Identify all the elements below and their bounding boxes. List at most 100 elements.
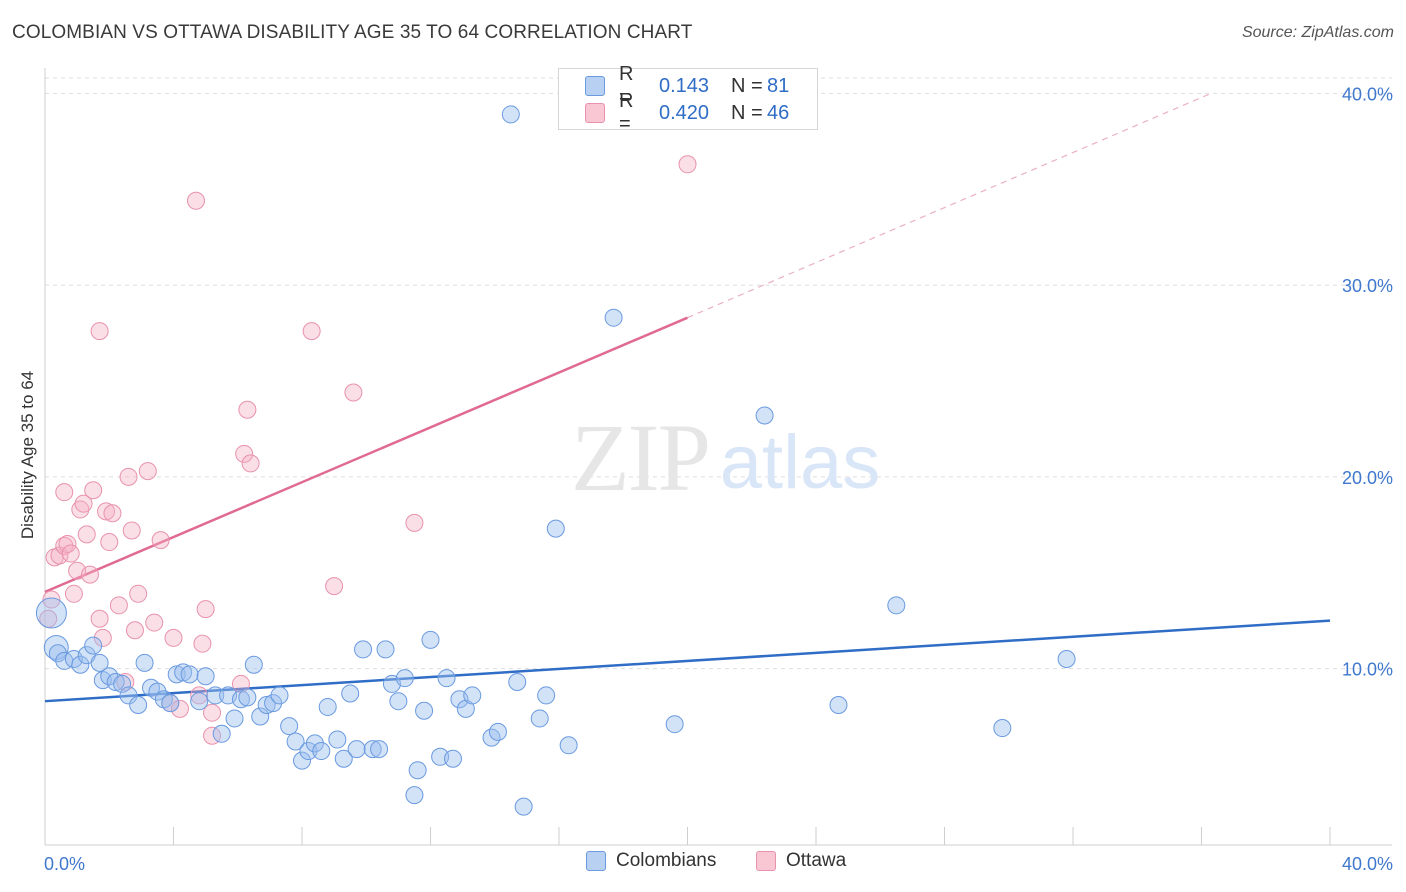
colombians-point <box>1057 650 1076 669</box>
colombians-point <box>196 667 215 686</box>
colombians-point <box>993 719 1012 738</box>
legend-item-colombians[interactable]: Colombians <box>586 850 716 872</box>
ottawa-point <box>55 536 74 555</box>
legend-row-colombians: R = 0.143 N = 81 <box>585 63 789 108</box>
data-points <box>35 105 1076 816</box>
colombians-point <box>106 673 125 692</box>
ottawa-point <box>125 621 144 640</box>
colombians-point <box>829 696 848 715</box>
tick-labels: 10.0% 20.0% 30.0% 40.0% 0.0% 40.0% <box>44 84 1393 874</box>
colombians-point <box>408 761 427 780</box>
colombians-point <box>604 308 623 327</box>
ottawa-point <box>186 191 205 210</box>
colombians-point <box>501 105 520 124</box>
colombians-point <box>286 732 305 751</box>
legend-swatch-blue <box>585 76 605 96</box>
r-label: R = <box>619 63 634 108</box>
ottawa-point <box>241 454 260 473</box>
colombians-point <box>161 694 180 713</box>
colombians-point <box>305 734 324 753</box>
colombians-point <box>84 636 103 655</box>
ottawa-point <box>42 590 61 609</box>
colombians-point <box>180 665 199 684</box>
colombians-point <box>129 696 148 715</box>
legend-swatch-pink <box>756 851 776 871</box>
colombians-point <box>35 597 67 629</box>
colombians-point <box>174 663 193 682</box>
ottawa-point <box>119 467 138 486</box>
ottawa-point <box>129 584 148 603</box>
ottawa-point <box>344 383 363 402</box>
ottawa-point <box>97 502 116 521</box>
n-label: N = <box>731 74 763 97</box>
ottawa-trend-line <box>44 316 688 594</box>
ottawa-point <box>238 400 257 419</box>
colombians-point <box>463 686 482 705</box>
colombians-point <box>415 701 434 720</box>
colombians-point <box>90 653 109 672</box>
stats-legend: R = 0.143 N = 81 R = 0.420 N = 46 <box>558 63 818 135</box>
ottawa-point <box>122 521 141 540</box>
colombians-point <box>421 630 440 649</box>
colombians-point <box>318 697 337 716</box>
ottawa-point <box>100 533 119 552</box>
colombians-point <box>71 655 90 674</box>
r-label: R = <box>619 90 634 135</box>
colombians-point <box>508 673 527 692</box>
colombians-point <box>405 786 424 805</box>
ottawa-trend-extension <box>687 92 1212 319</box>
colombians-point <box>755 406 774 425</box>
colombians-point <box>370 740 389 759</box>
ottawa-point <box>74 494 93 513</box>
ottawa-point <box>151 531 170 550</box>
ottawa-point <box>203 703 222 722</box>
colombians-point <box>347 740 366 759</box>
colombians-point <box>280 717 299 736</box>
colombians-point <box>190 692 209 711</box>
watermark-zip: ZIP <box>571 404 709 511</box>
colombians-point <box>293 751 311 770</box>
ottawa-point <box>116 673 135 692</box>
ottawa-point <box>145 613 164 632</box>
r-value: 0.143 <box>659 74 710 97</box>
colombians-point <box>334 749 353 768</box>
colombians-point <box>231 690 250 709</box>
colombians-point <box>665 715 684 734</box>
watermark: ZIP atlas <box>571 404 880 511</box>
n-value: 46 <box>767 101 790 124</box>
colombians-point <box>443 749 462 768</box>
legend-swatch-pink <box>585 103 605 123</box>
colombians-point <box>559 736 578 755</box>
colombians-point <box>341 684 360 703</box>
ottawa-point <box>80 565 99 584</box>
colombians-point <box>376 640 395 659</box>
ottawa-point <box>93 628 112 647</box>
colombians-point <box>119 686 138 705</box>
colombians-point <box>537 686 556 705</box>
ottawa-point <box>109 596 128 615</box>
ottawa-point <box>77 525 96 544</box>
ottawa-point <box>325 577 344 596</box>
colombians-point <box>312 742 331 761</box>
ottawa-point <box>90 609 109 628</box>
ottawa-point <box>196 600 215 619</box>
ottawa-point <box>103 504 122 523</box>
ottawa-point <box>302 322 321 341</box>
colombians-point <box>244 655 263 674</box>
colombians-point <box>206 686 225 705</box>
watermark-atlas: atlas <box>720 420 881 505</box>
ottawa-point <box>193 634 212 653</box>
colombians-point <box>264 694 283 713</box>
colombians-point <box>530 709 549 728</box>
ottawa-point <box>164 628 183 647</box>
ottawa-point <box>84 481 103 500</box>
y-tick-label: 40.0% <box>1342 84 1393 104</box>
legend-item-ottawa[interactable]: Ottawa <box>756 850 846 872</box>
x-tick-label: 40.0% <box>1342 854 1393 874</box>
ottawa-point <box>90 322 109 341</box>
colombians-point <box>257 696 276 715</box>
colombians-point <box>887 596 906 615</box>
series-legend: Colombians Ottawa <box>0 850 1406 878</box>
colombians-trend-line <box>44 619 1331 703</box>
